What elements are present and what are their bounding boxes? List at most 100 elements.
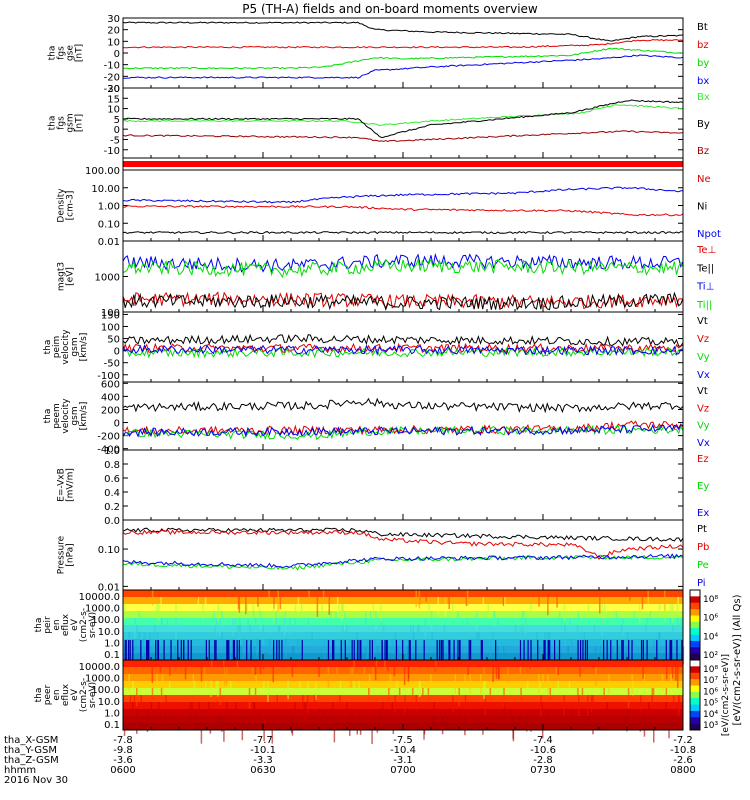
spectrogram-streak (291, 660, 294, 677)
spectrogram-streak (546, 709, 548, 718)
spectrogram-streak (435, 716, 437, 730)
spectrogram-streak (665, 688, 668, 698)
spectrogram-dropout (610, 640, 612, 660)
spectrogram-streak (215, 681, 218, 690)
spectrogram-streak (146, 709, 149, 719)
spectrogram-band (123, 695, 683, 703)
spectrogram-streak (380, 604, 382, 622)
spectrogram-streak (603, 604, 606, 619)
spectrogram-streak (136, 723, 138, 734)
x-axis-labels: tha_X-GSM -7.8 -7.7 -7.5 -7.4 -7.2 tha_Y-GSM -9… (4, 735, 696, 786)
spectrogram-streak (283, 618, 286, 637)
spectrogram-streak (240, 646, 242, 657)
spectrogram-streak (252, 702, 255, 718)
spectrogram-streak (441, 716, 444, 735)
spectrogram-dropout (157, 640, 159, 660)
spectrogram-streak (149, 632, 151, 641)
spectrogram-streak (403, 667, 406, 686)
spectrogram-streak (451, 604, 454, 617)
y-tick-label: 0 (114, 125, 120, 136)
y-tick-label: 1000.0 (85, 674, 120, 685)
spectrogram-streak (530, 723, 532, 732)
spectrogram-streak (256, 639, 259, 656)
spectrogram-streak (335, 611, 337, 621)
ephemeris-value: -3.6 (113, 755, 133, 766)
spectrogram-streak (479, 674, 482, 694)
colorbar-label: [eV/(cm2-s-sr-eV)] (All Qs) (732, 594, 743, 725)
spectrogram-streak (321, 604, 323, 620)
spectrogram-streak (254, 618, 257, 631)
spectrogram-streak (398, 688, 401, 700)
y-tick-label: 10 (107, 37, 120, 48)
spectrogram-streak (169, 667, 171, 676)
spectrogram-streak (674, 639, 676, 652)
colorbar-segment (690, 704, 700, 712)
spectrogram-dropout (681, 640, 683, 660)
ephemeris-row-label: tha_X-GSM (4, 735, 58, 746)
spectrogram-dropout (527, 640, 529, 660)
spectrogram-dropout (519, 640, 522, 660)
spectrogram-dropout (215, 640, 217, 660)
colorbar-segment (690, 628, 700, 636)
spectrogram-streak (221, 632, 223, 650)
spectrogram-streak (267, 681, 269, 702)
spectrogram-streak (412, 688, 414, 700)
spectrogram-streak (165, 695, 167, 703)
y-tick-label: -10 (104, 61, 120, 72)
colorbar-tick-label: 10³ (703, 721, 718, 731)
y-tick-label: 0.6 (104, 474, 120, 485)
spectrogram-streak (249, 639, 251, 656)
y-axis-label: thapeemvelocitygsm[km/s] (43, 398, 89, 434)
spectrogram-streak (639, 695, 642, 711)
spectrogram-band (123, 625, 683, 633)
spectrogram-streak (315, 681, 317, 700)
colorbar-tick-label: 10⁵ (703, 699, 718, 709)
spectrogram-streak (658, 604, 661, 619)
ephemeris-value: -3.1 (393, 755, 413, 766)
spectrogram-dropout (586, 640, 589, 660)
colorbar-tick-label: 10⁶ (703, 614, 718, 624)
legend-label: Bz (697, 146, 709, 157)
spectrogram-dropout (470, 640, 472, 660)
colorbar-segment (690, 640, 700, 648)
spectrogram-streak (268, 639, 270, 655)
spectrogram-streak (522, 625, 525, 639)
spectrogram-streak (213, 611, 216, 629)
spectrogram-streak (626, 716, 628, 732)
y-tick-label: 0.1 (104, 720, 120, 731)
spectrogram-dropout (333, 640, 335, 660)
spectrogram-streak (541, 702, 543, 721)
spectrogram-streak (254, 660, 257, 676)
spectrogram-streak (394, 632, 397, 641)
spectrogram-band (123, 597, 683, 605)
spectrogram-streak (323, 639, 326, 660)
ephemeris-value: 0600 (110, 765, 135, 776)
spectrogram-streak (476, 632, 479, 640)
spectrogram-dropout (442, 640, 444, 660)
ephemeris-value: -9.8 (113, 745, 133, 756)
spectrogram-streak (658, 632, 660, 645)
spectrogram-dropout (628, 640, 630, 660)
spectrogram-streak (563, 604, 566, 621)
spectrogram-streak (166, 618, 168, 633)
spectrogram-streak (625, 646, 628, 657)
spectrogram-streak (592, 723, 594, 735)
spectrogram-streak (649, 611, 651, 625)
spectrogram-streak (277, 590, 279, 611)
spectrogram-streak (341, 625, 344, 636)
spectrogram-streak (318, 667, 320, 677)
spectrogram-streak (652, 688, 655, 701)
spectrogram-dropout (579, 640, 582, 660)
y-tick-label: 100.0 (91, 685, 120, 696)
spectrogram-streak (502, 597, 505, 606)
spectrogram-dropout (250, 640, 252, 660)
series-line-Te⊥ (122, 291, 684, 310)
spectrogram-streak (379, 709, 382, 717)
ephemeris-row-label: tha_Z-GSM (4, 755, 59, 766)
spectrogram-streak (677, 597, 679, 613)
spectrogram-streak (492, 632, 494, 650)
spectrogram-streak (254, 688, 257, 702)
spectrogram-streak (372, 604, 375, 616)
spectrogram-streak (427, 688, 430, 703)
spectrogram-dropout (665, 640, 667, 660)
